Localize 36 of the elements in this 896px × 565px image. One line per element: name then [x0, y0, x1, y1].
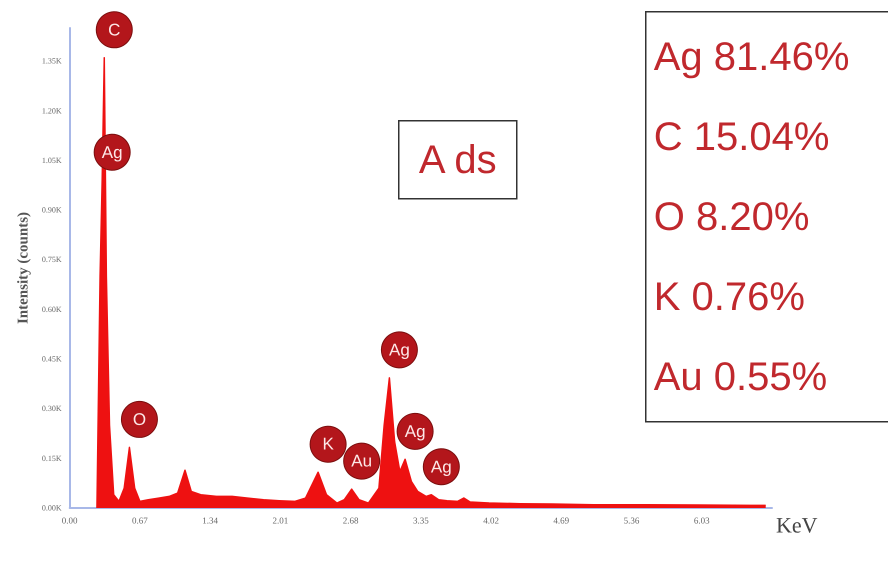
- y-tick-label: 1.05K: [42, 156, 62, 165]
- annotation: C 15.04%: [654, 114, 830, 159]
- x-axis-title: KeV: [776, 512, 818, 538]
- annotation: Ag 81.46%: [654, 34, 850, 79]
- y-tick-label: 1.35K: [42, 56, 62, 66]
- x-tick-label: 4.02: [483, 516, 499, 526]
- x-tick-label: 0.00: [62, 516, 78, 526]
- x-tick-label: 5.36: [624, 516, 640, 526]
- x-tick-label: 6.03: [694, 516, 710, 526]
- x-tick-label: 4.69: [553, 516, 570, 526]
- annotation: K: [322, 434, 334, 454]
- x-tick-label: 2.68: [342, 516, 359, 526]
- x-tick-label: 1.34: [202, 516, 219, 526]
- y-tick-label: 0.75K: [42, 255, 62, 264]
- text: A ds: [418, 138, 497, 182]
- y-tick-label: 0.45K: [42, 354, 62, 364]
- y-tick-label: 0.00K: [42, 504, 62, 512]
- y-tick-label: 0.30K: [42, 404, 62, 414]
- annotation: Ag: [430, 457, 452, 476]
- annotation: Au: [351, 452, 372, 471]
- annotation: O: [132, 410, 146, 429]
- annotation: O 8.20%: [654, 194, 810, 239]
- x-tick-label: 3.35: [412, 516, 430, 526]
- x-tick-label: 2.01: [272, 516, 288, 526]
- annotation: C: [108, 20, 120, 40]
- annotation: Au 0.55%: [654, 354, 828, 399]
- x-tick-label: 0.67: [132, 516, 148, 526]
- annotation: Ag: [102, 142, 123, 162]
- annotation: K 0.76%: [654, 274, 805, 319]
- y-tick-label: 0.15K: [42, 454, 62, 463]
- y-tick-label: 0.90K: [42, 206, 62, 215]
- annotation: Ag: [404, 422, 426, 441]
- y-tick-label: 0.60K: [42, 304, 62, 314]
- y-axis-title: Intensity (counts): [16, 212, 32, 324]
- annotation: Ag: [388, 340, 410, 360]
- y-tick-label: 1.20K: [42, 106, 62, 116]
